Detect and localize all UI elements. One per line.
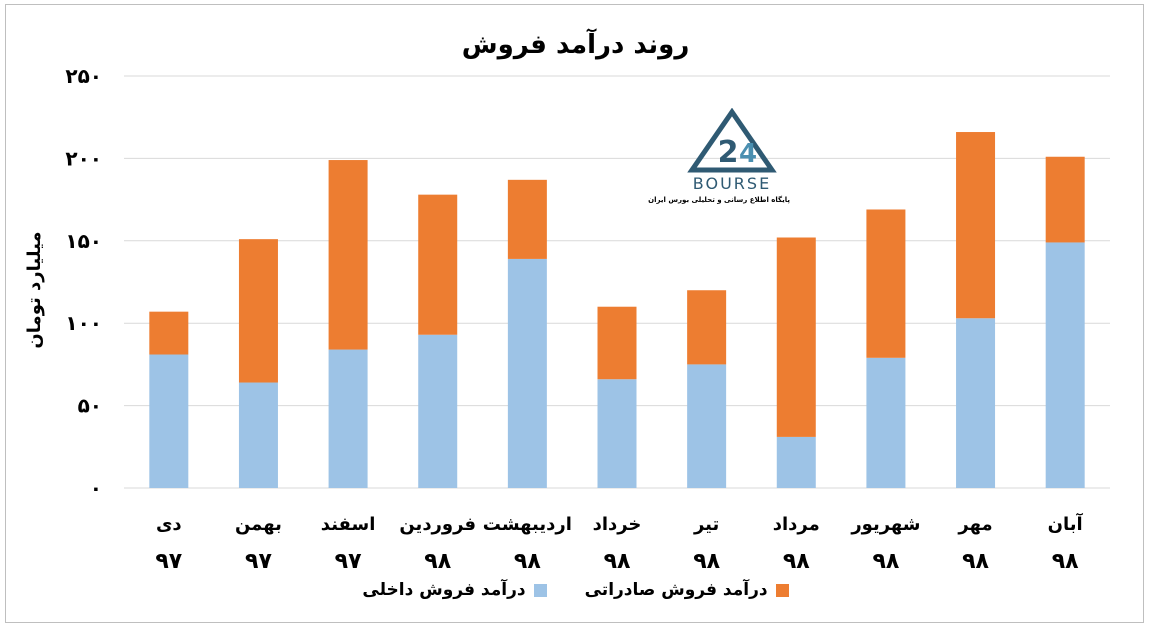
bourse24-logo: 2 4 BOURSE پایگاه اطلاع رسانی و تحلیلی ب…	[648, 107, 790, 208]
bar-export	[507, 179, 547, 259]
bar-export	[238, 239, 278, 383]
bar-export	[866, 209, 906, 358]
chart-title: روند درآمد فروش	[461, 30, 690, 60]
x-tick-month: فروردین	[399, 514, 476, 535]
bar-export	[328, 160, 368, 350]
x-tick-month: اردیبهشت	[483, 514, 572, 535]
bar-export	[149, 311, 189, 355]
y-tick-label: ۱۵۰	[65, 229, 102, 253]
x-tick-month: تیر	[693, 514, 719, 535]
x-tick-month: شهریور	[850, 514, 920, 535]
x-tick-year: ۹۷	[155, 549, 182, 574]
legend-item-domestic: درآمد فروش داخلی	[362, 580, 547, 600]
x-tick-month: مرداد	[773, 514, 820, 535]
bar-domestic	[597, 379, 637, 488]
bar-domestic	[507, 258, 547, 488]
x-tick-year: ۹۸	[424, 549, 451, 574]
x-tick-year: ۹۸	[693, 549, 720, 574]
x-tick-month: آبان	[1048, 512, 1084, 535]
bar-domestic	[866, 357, 906, 488]
x-tick-year: ۹۸	[962, 549, 989, 574]
legend-label-domestic: درآمد فروش داخلی	[362, 580, 526, 600]
x-tick-month: اسفند	[321, 514, 376, 535]
x-tick-year: ۹۸	[604, 549, 631, 574]
x-tick-month: خرداد	[593, 514, 642, 535]
legend-swatch-export	[775, 583, 789, 597]
y-tick-label: ۰	[90, 476, 102, 500]
x-tick-year: ۹۷	[335, 549, 362, 574]
bar-export	[956, 132, 996, 319]
legend-item-export: درآمد فروش صادراتی	[585, 580, 789, 600]
x-tick-year: ۹۸	[872, 549, 899, 574]
bar-domestic	[149, 354, 189, 488]
x-tick-month: دی	[156, 514, 182, 535]
bar-domestic	[776, 436, 816, 488]
legend-swatch-domestic	[533, 583, 547, 597]
y-tick-label: ۱۰۰	[65, 311, 102, 335]
x-tick-month: مهر	[957, 514, 992, 535]
chart-frame	[5, 4, 1144, 623]
bar-export	[776, 237, 816, 437]
legend-label-export: درآمد فروش صادراتی	[584, 580, 768, 600]
bar-domestic	[687, 364, 727, 488]
svg-text:2: 2	[718, 135, 739, 170]
logo-wordmark: BOURSE	[692, 174, 772, 193]
x-tick-year: ۹۸	[1052, 549, 1079, 574]
bar-domestic	[956, 318, 996, 488]
bar-domestic	[328, 349, 368, 488]
logo-mark-icon: 2 4	[687, 107, 777, 173]
x-tick-year: ۹۸	[783, 549, 810, 574]
legend: درآمد فروش صادراتی درآمد فروش داخلی	[0, 580, 1151, 600]
x-tick-year: ۹۸	[514, 549, 541, 574]
bar-domestic	[418, 334, 458, 488]
x-tick-year: ۹۷	[245, 549, 272, 574]
svg-text:4: 4	[739, 139, 757, 169]
y-tick-label: ۲۵۰	[65, 64, 102, 88]
logo-tagline: پایگاه اطلاع رسانی و تحلیلی بورس ایران	[648, 196, 790, 204]
bar-export	[418, 194, 458, 335]
bar-export	[597, 306, 637, 380]
y-tick-label: ۲۰۰	[65, 146, 102, 170]
bar-export	[687, 290, 727, 365]
y-tick-label: ۵۰	[78, 394, 102, 418]
x-tick-month: بهمن	[235, 514, 282, 535]
bar-export	[1045, 156, 1085, 243]
bar-domestic	[238, 382, 278, 488]
bar-domestic	[1045, 242, 1085, 488]
